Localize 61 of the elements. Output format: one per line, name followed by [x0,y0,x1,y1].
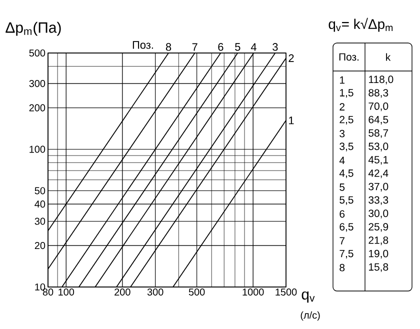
text: 21,8 [368,236,388,246]
y-tick-label: 200 [29,104,46,112]
text: 45,1 [368,156,388,165]
text: k [386,53,391,61]
text: 19,0 [369,250,388,259]
text: 88,3 [368,89,388,98]
x-tick-label: 500 [188,288,205,296]
y-tick-label: 50 [34,187,46,194]
text: 118,0 [369,76,394,84]
series-label: 7 [192,43,198,51]
text: 4 [339,156,345,164]
text: q$_{v}$= k√Δp$_{m}$ [328,18,393,32]
text: 25,9 [368,223,388,232]
text: 64,5 [368,116,388,125]
text: 6 [340,210,345,218]
series-label: 1 [289,116,294,124]
y-tick-label: 100 [30,146,46,153]
text: 1 [340,76,344,84]
text: 33,3 [368,196,388,205]
text: 30,0 [368,210,388,218]
text: Поз. [132,41,153,49]
y-tick-label: 20 [34,242,46,250]
text: 42,4 [368,169,388,178]
y-tick-label: 500 [29,49,46,57]
text: 5,5 [340,196,354,205]
text: (л/с) [300,311,320,321]
series-label: 2 [288,54,294,62]
x-tick-label: 80 [42,288,54,296]
x-axis-title: q$_{v}$ [302,291,315,303]
text: 3 [340,130,345,138]
x-tick-label: 100 [58,288,74,296]
text: 70,0 [368,102,388,112]
text: 2 [340,103,344,110]
x-tick-label: 1500 [276,288,297,296]
text: 15,8 [369,263,388,272]
y-tick-label: 30 [34,218,46,225]
series-label: 3 [272,43,278,51]
y-tick-label: 300 [29,80,46,88]
text: 7 [340,237,344,244]
x-tick-label: 300 [147,288,164,296]
text: 53,0 [368,142,388,152]
text: 37,0 [368,182,388,192]
series-label: 8 [166,43,172,51]
text: 1,5 [340,89,354,98]
text: 5 [340,184,345,191]
text: 58,7 [368,129,388,138]
text: 3,5 [340,142,354,152]
series-label: 5 [235,43,240,51]
x-tick-label: 1000 [242,288,264,296]
text: 2,5 [340,116,354,125]
text: 8 [340,264,345,272]
y-tick-label: 40 [34,200,46,208]
text: 4,5 [339,170,354,178]
y-axis-title: Δp$_{m}$(Па) [6,22,61,36]
text: 7,5 [340,250,354,258]
text: 6,5 [340,223,354,232]
text: Поз. [339,53,359,61]
x-tick-label: 200 [114,288,130,296]
y-tick-label: 10 [35,283,46,291]
series-label: 4 [250,43,256,51]
series-label: 6 [218,43,224,51]
